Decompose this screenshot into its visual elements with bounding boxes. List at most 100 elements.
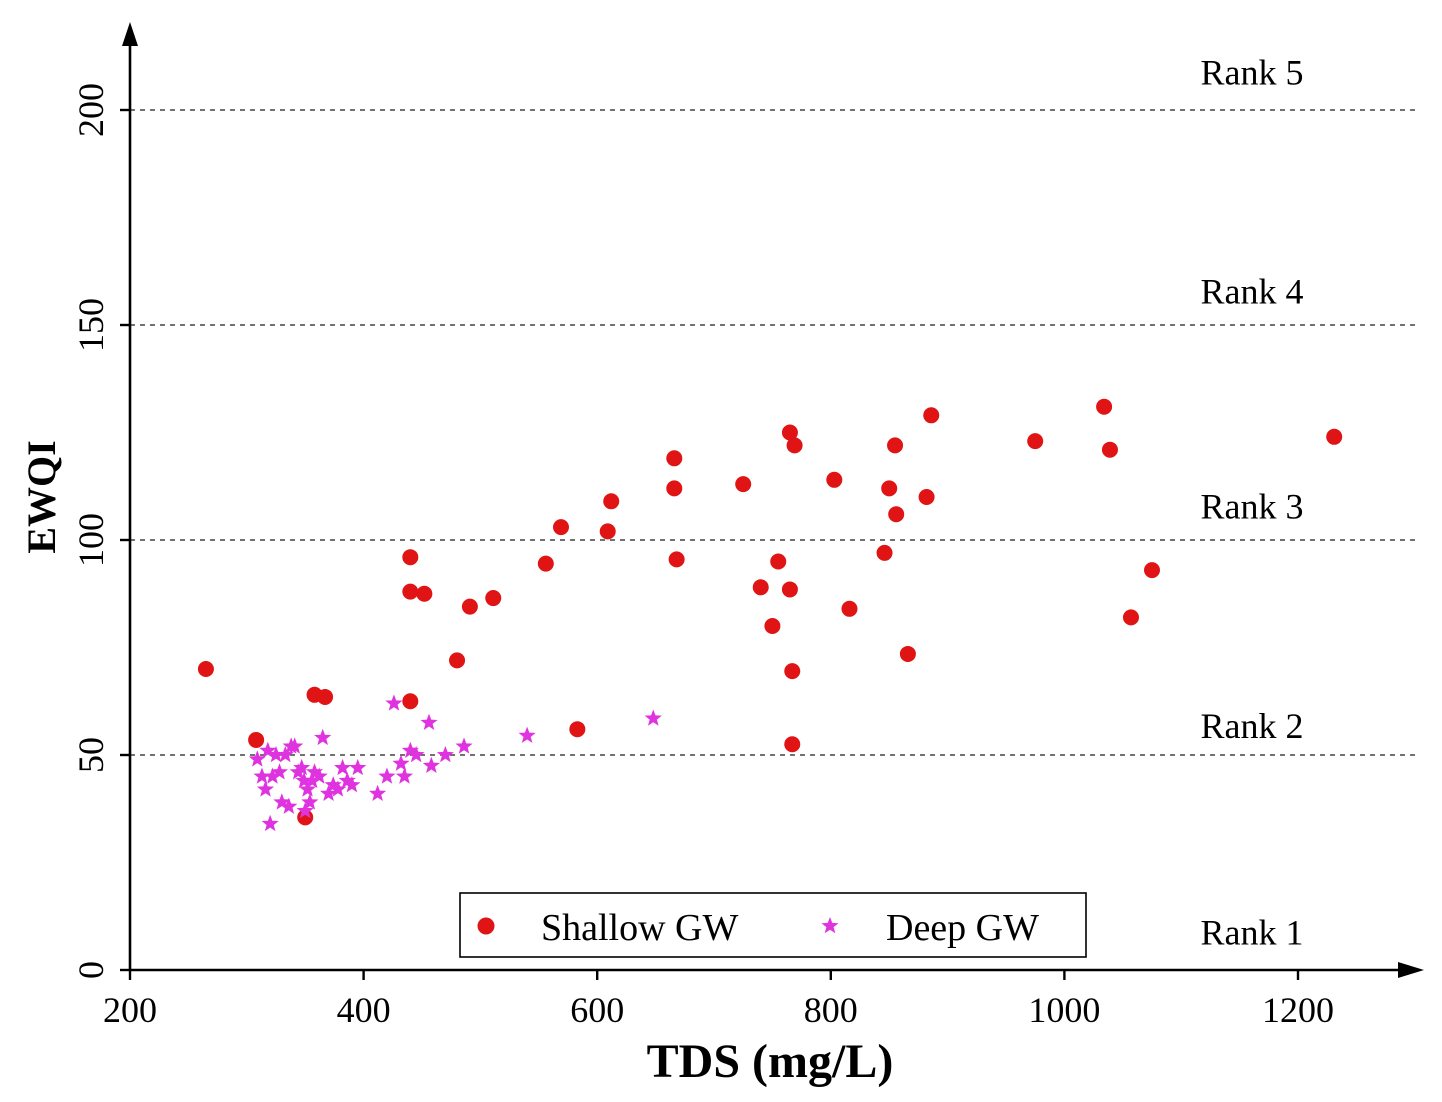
shallow-gw-point — [402, 583, 419, 600]
shallow-gw-point — [918, 489, 935, 505]
x-tick-label: 1200 — [1262, 990, 1334, 1030]
legend-label-shallow: Shallow GW — [541, 907, 739, 949]
shallow-gw-point — [786, 437, 803, 454]
deep-gw-point — [518, 726, 536, 743]
deep-gw-point — [338, 771, 356, 789]
shallow-gw-point — [1027, 433, 1044, 450]
deep-gw-point — [310, 767, 328, 784]
shallow-gw-point — [248, 731, 265, 748]
shallow-gw-point — [666, 480, 683, 497]
shallow-gw-point — [841, 600, 858, 617]
deep-gw-point — [286, 737, 304, 754]
shallow-gw-point — [569, 721, 586, 738]
legend-label-deep: Deep GW — [886, 907, 1039, 949]
deep-gw-point — [644, 709, 662, 726]
deep-gw-point — [385, 694, 403, 711]
shallow-gw-point — [449, 652, 466, 669]
shallow-gw-point — [317, 688, 334, 705]
deep-gw-point — [320, 784, 338, 801]
shallow-gw-point — [752, 579, 769, 596]
y-tick-label: 50 — [71, 737, 111, 773]
legend-marker-deep — [821, 917, 839, 934]
shallow-gw-point — [784, 663, 801, 680]
shallow-gw-point — [888, 506, 905, 523]
deep-gw-point — [256, 780, 275, 797]
deep-gw-point — [392, 754, 410, 771]
deep-gw-point — [420, 713, 438, 731]
y-axis-arrow — [122, 22, 138, 46]
shallow-gw-point — [1122, 609, 1139, 626]
deep-gw-point — [261, 814, 279, 832]
shallow-gw-point — [1096, 398, 1113, 415]
shallow-gw-point — [887, 437, 904, 454]
y-ticks: 0 50 100 150 200 — [71, 83, 130, 979]
y-tick-label: 200 — [71, 83, 111, 137]
shallow-gw-point — [402, 693, 419, 710]
shallow-gw-point — [1326, 428, 1343, 445]
rank-label-1: Rank 1 — [1201, 912, 1304, 952]
rank-label-4: Rank 4 — [1201, 272, 1304, 312]
reference-lines — [130, 109, 1420, 756]
rank-label-5: Rank 5 — [1201, 52, 1304, 92]
shallow-gw-point — [764, 618, 781, 634]
x-axis-label: TDS (mg/L) — [647, 1035, 894, 1088]
deep-gw-point — [314, 728, 332, 746]
deep-gw-point — [343, 776, 361, 793]
deep-gw-point — [407, 746, 425, 763]
x-tick-label: 800 — [804, 990, 858, 1030]
deep-gw-point — [401, 741, 419, 758]
deep-gw-point — [349, 758, 367, 776]
shallow-gw-point — [552, 519, 569, 536]
deep-gw-point — [263, 767, 282, 784]
shallow-gw-point — [668, 551, 685, 568]
series-shallow-gw — [197, 398, 1343, 826]
rank-label-3: Rank 3 — [1201, 487, 1304, 527]
shallow-gw-point — [666, 450, 683, 467]
y-tick-label: 0 — [71, 961, 111, 979]
shallow-gw-point — [735, 476, 752, 493]
x-tick-label: 400 — [337, 990, 391, 1030]
deep-gw-point — [305, 763, 324, 780]
shallow-gw-point — [461, 598, 478, 615]
deep-gw-point — [259, 741, 277, 758]
deep-gw-point — [395, 767, 414, 784]
shallow-gw-point — [485, 590, 502, 607]
shallow-gw-point — [826, 471, 843, 488]
deep-gw-point — [295, 771, 313, 789]
deep-gw-point — [296, 801, 314, 819]
shallow-gw-point — [876, 544, 893, 561]
shallow-gw-point — [781, 424, 798, 441]
series-deep-gw — [248, 694, 662, 832]
deep-gw-point — [378, 767, 396, 784]
deep-gw-point — [436, 746, 454, 763]
x-axis-arrow — [1398, 962, 1424, 978]
deep-gw-point — [324, 776, 342, 793]
deep-gw-point — [455, 737, 473, 754]
shallow-gw-point — [770, 553, 787, 570]
y-tick-label: 150 — [71, 298, 111, 352]
shallow-gw-point — [197, 661, 214, 677]
shallow-gw-point — [1144, 562, 1160, 579]
deep-gw-point — [329, 780, 347, 797]
data-points — [197, 398, 1343, 832]
deep-gw-point — [253, 767, 271, 784]
deep-gw-point — [334, 758, 352, 776]
shallow-gw-point — [923, 407, 940, 424]
rank-label-2: Rank 2 — [1201, 706, 1304, 746]
shallow-gw-point — [781, 581, 798, 598]
deep-gw-point — [369, 784, 387, 801]
y-axis-label: EWQI — [19, 440, 64, 553]
x-ticks: 200 400 600 800 1000 1200 — [103, 970, 1334, 1030]
legend: Shallow GW Deep GW — [459, 892, 1087, 958]
shallow-gw-point — [899, 645, 916, 662]
shallow-gw-point — [297, 809, 314, 826]
x-tick-label: 1000 — [1028, 990, 1100, 1030]
y-tick-label: 100 — [71, 513, 111, 567]
deep-gw-point — [270, 763, 289, 780]
legend-box — [459, 892, 1087, 958]
shallow-gw-point — [537, 555, 554, 572]
shallow-gw-point — [416, 585, 433, 602]
shallow-gw-point — [881, 480, 898, 497]
x-tick-label: 200 — [103, 990, 157, 1030]
deep-gw-point — [276, 746, 294, 763]
